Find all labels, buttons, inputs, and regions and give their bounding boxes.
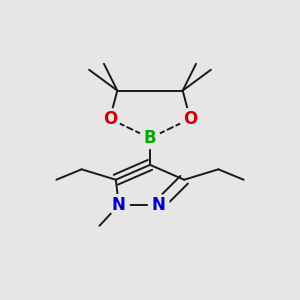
Text: N: N <box>152 196 166 214</box>
Circle shape <box>100 108 120 129</box>
Circle shape <box>140 128 160 148</box>
Circle shape <box>148 195 169 215</box>
Circle shape <box>180 108 200 129</box>
Circle shape <box>108 195 129 215</box>
Text: N: N <box>112 196 126 214</box>
Text: O: O <box>183 110 197 128</box>
Text: O: O <box>103 110 117 128</box>
Text: B: B <box>144 129 156 147</box>
